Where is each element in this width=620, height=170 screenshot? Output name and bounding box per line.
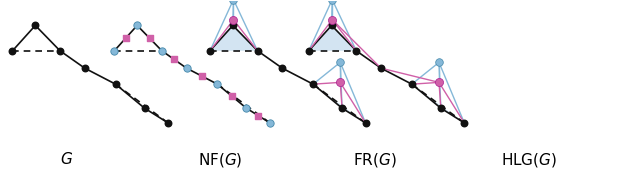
Point	[228, 24, 238, 27]
Point	[132, 24, 142, 27]
Point	[30, 24, 40, 27]
Point	[277, 67, 287, 70]
Polygon shape	[210, 26, 257, 51]
Point	[436, 107, 446, 109]
Text: $\mathrm{NF}(G)$: $\mathrm{NF}(G)$	[198, 151, 243, 169]
Point	[121, 37, 131, 39]
Point	[213, 83, 223, 86]
Point	[229, 0, 239, 1]
Point	[157, 49, 167, 52]
Point	[434, 81, 444, 84]
Point	[229, 18, 239, 21]
Point	[335, 81, 345, 84]
Polygon shape	[313, 84, 366, 123]
Polygon shape	[412, 84, 464, 123]
Point	[109, 49, 119, 52]
Point	[327, 18, 337, 21]
Point	[205, 49, 215, 52]
Point	[376, 67, 386, 70]
Text: $\mathrm{HLG}(G)$: $\mathrm{HLG}(G)$	[501, 151, 557, 169]
Point	[7, 49, 17, 52]
Point	[55, 49, 65, 52]
Polygon shape	[309, 26, 356, 51]
Point	[327, 0, 337, 1]
Text: $G$: $G$	[60, 151, 73, 167]
Point	[434, 61, 444, 64]
Point	[327, 24, 337, 27]
Point	[140, 107, 149, 109]
Point	[407, 83, 417, 86]
Point	[253, 114, 263, 117]
Point	[361, 122, 371, 124]
Point	[169, 58, 179, 61]
Point	[352, 49, 361, 52]
Point	[459, 122, 469, 124]
Point	[304, 49, 314, 52]
Point	[227, 95, 237, 98]
Point	[110, 83, 120, 86]
Text: $\mathrm{FR}(G)$: $\mathrm{FR}(G)$	[353, 151, 397, 169]
Point	[337, 107, 347, 109]
Point	[252, 49, 262, 52]
Point	[335, 61, 345, 64]
Point	[265, 122, 275, 124]
Point	[182, 67, 192, 70]
Point	[241, 107, 251, 109]
Point	[80, 67, 90, 70]
Point	[163, 122, 173, 124]
Point	[144, 37, 154, 39]
Point	[197, 75, 207, 78]
Point	[308, 83, 318, 86]
